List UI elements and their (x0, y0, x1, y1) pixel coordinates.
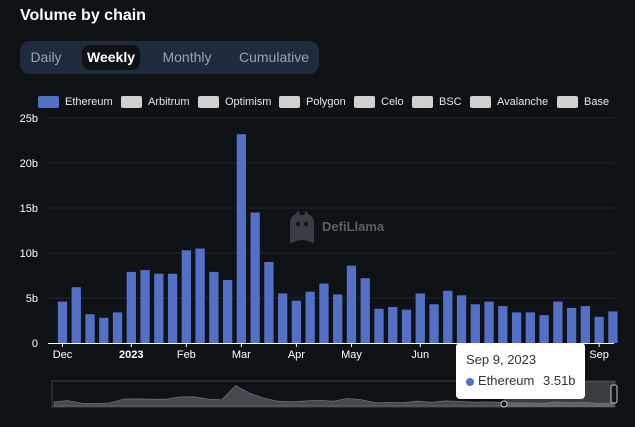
tooltip-series-dot (466, 378, 474, 386)
chart-tooltip: Sep 9, 2023 Ethereum 3.51b (456, 343, 585, 399)
legend-swatch-optimism (198, 96, 219, 108)
x-tick-label: Jun (411, 349, 429, 361)
legend-label: Optimism (225, 96, 272, 108)
tab-cumulative[interactable]: Cumulative (238, 49, 310, 65)
bar[interactable] (594, 316, 604, 343)
bar[interactable] (71, 287, 81, 343)
tooltip-date: Sep 9, 2023 (466, 352, 537, 367)
y-tick-label: 15b (20, 203, 38, 215)
bar[interactable] (580, 306, 591, 343)
bar[interactable] (374, 308, 384, 343)
legend-label: Arbitrum (148, 96, 190, 108)
bar[interactable] (126, 271, 136, 343)
x-tick-label: Feb (177, 349, 196, 361)
tooltip-series-name: Ethereum (478, 373, 535, 388)
bar[interactable] (305, 291, 315, 343)
bar[interactable] (99, 317, 109, 343)
bar[interactable] (443, 290, 453, 343)
bar[interactable] (333, 294, 343, 343)
bar[interactable] (498, 306, 508, 343)
chart-title: Volume by chain (20, 7, 146, 24)
bar[interactable] (57, 301, 68, 343)
y-tick-label: 25b (20, 113, 38, 125)
tab-weekly[interactable]: Weekly (82, 45, 140, 70)
legend-label: Base (584, 96, 610, 108)
bar[interactable] (360, 278, 370, 343)
bar[interactable] (291, 300, 302, 343)
legend-swatch-ethereum (38, 96, 59, 108)
y-tick-label: 20b (20, 158, 38, 170)
bar[interactable] (195, 248, 205, 344)
legend-label: Ethereum (65, 96, 113, 108)
y-tick-label: 0 (32, 338, 38, 350)
x-tick-label: May (341, 349, 362, 361)
zoom-handle-right[interactable] (610, 384, 618, 404)
legend-label: Celo (381, 96, 404, 108)
legend-swatch-celo (354, 96, 375, 108)
bar[interactable] (250, 212, 260, 344)
legend-swatch-bsc (412, 96, 433, 108)
bar[interactable] (484, 301, 494, 343)
bar[interactable] (167, 273, 178, 343)
legend-label: Avalanche (497, 96, 549, 108)
zoom-handle-left[interactable] (500, 400, 508, 408)
y-tick-label: 5b (26, 293, 38, 305)
bar[interactable] (222, 280, 233, 343)
period-tabs: Daily Weekly Monthly Cumulative (20, 41, 319, 74)
bar[interactable] (140, 270, 150, 343)
bar[interactable] (85, 314, 95, 343)
legend-label: BSC (439, 96, 462, 108)
bar[interactable] (608, 311, 618, 343)
x-tick-label: Mar (232, 349, 251, 361)
bar[interactable] (209, 271, 219, 343)
x-tick-label: Dec (53, 349, 73, 361)
y-tick-label: 10b (20, 248, 38, 260)
bar[interactable] (264, 262, 274, 343)
bar[interactable] (553, 301, 563, 343)
bar[interactable] (278, 293, 288, 344)
x-tick-label: 2023 (119, 349, 143, 361)
x-tick-label: Sep (589, 349, 609, 361)
zoom-slider-preview (53, 385, 614, 407)
bar[interactable] (525, 312, 535, 343)
legend-swatch-avalanche (470, 96, 491, 108)
bar[interactable] (539, 315, 549, 343)
bar[interactable] (566, 307, 577, 343)
legend-swatch-base (557, 96, 578, 108)
x-tick-label: Apr (288, 349, 305, 361)
bar[interactable] (470, 304, 480, 343)
bar[interactable] (181, 250, 191, 343)
bar[interactable] (429, 304, 439, 343)
watermark-text: DefiLlama (322, 219, 385, 234)
bar[interactable] (388, 307, 398, 343)
bar[interactable] (154, 273, 164, 343)
bar[interactable] (511, 312, 522, 343)
tab-daily[interactable]: Daily (30, 49, 62, 65)
tooltip-value: 3.51b (543, 373, 576, 388)
bar[interactable] (456, 295, 467, 343)
bar[interactable] (346, 265, 357, 343)
legend-label: Polygon (306, 96, 346, 108)
legend-swatch-polygon (279, 96, 300, 108)
bar[interactable] (415, 293, 425, 344)
bar[interactable] (236, 134, 247, 343)
bar[interactable] (319, 283, 329, 343)
bar[interactable] (112, 312, 123, 343)
legend-swatch-arbitrum (121, 96, 142, 108)
tab-monthly[interactable]: Monthly (162, 49, 212, 65)
llama-logo-icon (290, 210, 314, 244)
bar[interactable] (401, 309, 412, 343)
